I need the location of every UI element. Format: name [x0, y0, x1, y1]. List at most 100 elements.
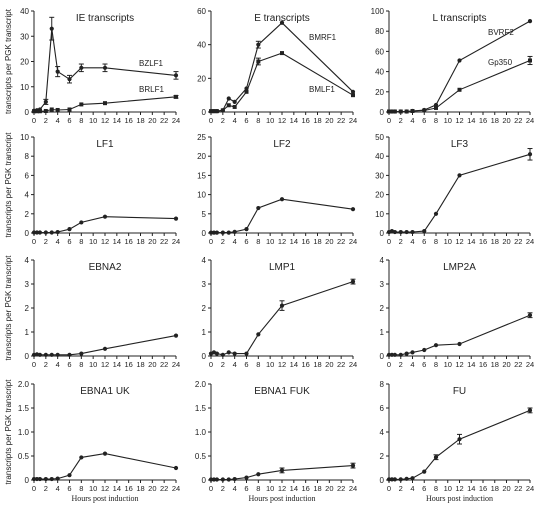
data-point	[422, 108, 427, 113]
y-tick-label: 2.0	[195, 380, 207, 389]
y-tick-label: 20	[375, 191, 384, 200]
data-point	[34, 230, 40, 235]
data-point	[410, 108, 415, 113]
data-point	[49, 26, 54, 31]
x-tick-label: 16	[124, 116, 132, 125]
y-tick-label: 0	[202, 108, 207, 117]
data-point	[392, 109, 397, 114]
x-tick-label: 10	[266, 360, 274, 369]
x-tick-label: 20	[148, 360, 156, 369]
panel-title: LF3	[451, 139, 469, 150]
data-point	[404, 476, 409, 481]
y-tick-label: 20	[20, 58, 29, 67]
x-tick-label: 20	[148, 237, 156, 246]
x-tick-label: 2	[44, 484, 48, 493]
x-tick-label: 12	[455, 360, 463, 369]
x-tick-label: 8	[434, 360, 438, 369]
y-tick-label: 1	[25, 328, 30, 337]
x-tick-label: 12	[101, 116, 109, 125]
x-tick-label: 10	[89, 237, 97, 246]
data-point	[37, 476, 43, 482]
y-tick-label: 10	[197, 191, 206, 200]
data-point	[214, 351, 220, 356]
y-tick-label: 80	[375, 27, 384, 36]
x-tick-label: 0	[387, 484, 391, 493]
series-line	[33, 335, 177, 356]
y-tick-label: 0.5	[18, 452, 30, 461]
data-point	[410, 229, 415, 235]
data-point	[37, 230, 43, 235]
data-point	[389, 109, 394, 114]
data-point	[226, 477, 231, 482]
series-label: BZLF1	[139, 59, 164, 68]
data-point	[350, 463, 356, 468]
data-point	[232, 99, 237, 104]
y-tick-label: 1	[202, 328, 207, 337]
series-line	[210, 281, 354, 356]
data-point	[67, 77, 72, 82]
data-point	[55, 69, 60, 74]
data-point	[398, 352, 403, 357]
y-tick-label: 2	[380, 452, 385, 461]
x-tick-label: 18	[491, 484, 499, 493]
x-tick-label: 24	[349, 484, 357, 493]
x-tick-label: 10	[89, 360, 97, 369]
data-point	[173, 216, 179, 221]
data-point	[55, 229, 60, 235]
y-tick-label: 3	[380, 280, 385, 289]
panel-title: IE transcripts	[76, 13, 134, 24]
data-point	[43, 352, 48, 357]
data-point	[457, 173, 462, 178]
data-point	[434, 105, 438, 110]
data-point	[102, 65, 108, 70]
x-tick-label: 24	[526, 237, 534, 246]
data-point	[173, 333, 179, 338]
x-tick-label: 18	[136, 116, 144, 125]
data-point	[37, 352, 43, 357]
y-tick-label: 8	[380, 380, 385, 389]
x-tick-label: 22	[160, 360, 168, 369]
panel-title: LMP1	[269, 262, 296, 273]
y-tick-label: 20	[375, 88, 384, 97]
x-tick-label: 22	[514, 360, 522, 369]
y-tick-label: 1.5	[195, 404, 207, 413]
x-tick-label: 24	[172, 484, 180, 493]
x-tick-label: 22	[514, 237, 522, 246]
data-point	[350, 279, 356, 284]
x-tick-label: 8	[256, 116, 260, 125]
x-tick-label: 16	[479, 237, 487, 246]
data-point	[392, 229, 397, 235]
x-tick-label: 16	[301, 360, 309, 369]
panel-title: EBNA1 UK	[80, 386, 130, 397]
x-tick-label: 10	[444, 237, 452, 246]
x-tick-label: 20	[148, 116, 156, 125]
data-point	[34, 109, 39, 114]
data-point	[350, 207, 356, 212]
x-tick-label: 8	[79, 484, 83, 493]
data-point	[34, 476, 40, 482]
panel-title: EBNA1 FUK	[254, 386, 310, 397]
data-point	[79, 351, 84, 356]
series-line	[389, 59, 531, 113]
data-point	[211, 109, 216, 114]
data-point	[386, 477, 392, 482]
data-point	[232, 229, 237, 234]
y-tick-label: 0	[202, 476, 207, 485]
x-tick-label: 16	[479, 116, 487, 125]
x-tick-label: 22	[337, 484, 345, 493]
x-tick-label: 14	[113, 484, 121, 493]
x-tick-label: 24	[172, 116, 180, 125]
x-tick-label: 0	[387, 360, 391, 369]
x-tick-label: 0	[209, 484, 213, 493]
x-tick-label: 22	[337, 237, 345, 246]
x-tick-label: 18	[136, 237, 144, 246]
x-tick-label: 12	[278, 360, 286, 369]
x-tick-label: 24	[172, 360, 180, 369]
x-tick-label: 12	[455, 484, 463, 493]
x-tick-label: 20	[325, 237, 333, 246]
y-tick-label: 5	[202, 210, 207, 219]
y-tick-label: 0	[380, 476, 385, 485]
panel-title: L transcripts	[432, 13, 486, 24]
data-point	[457, 58, 462, 63]
data-point	[49, 476, 54, 482]
